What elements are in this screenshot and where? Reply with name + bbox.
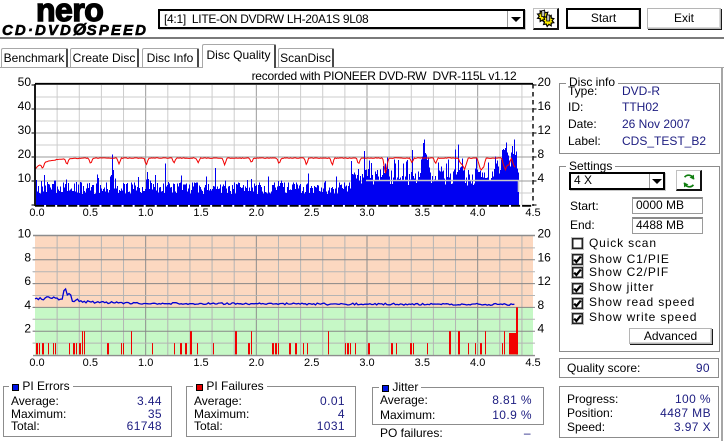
svg-text:1.0: 1.0	[138, 357, 153, 369]
svg-text:2.5: 2.5	[304, 207, 319, 219]
svg-text:20: 20	[538, 75, 552, 89]
svg-text:6: 6	[24, 274, 31, 288]
svg-text:3.0: 3.0	[359, 207, 374, 219]
svg-text:1.5: 1.5	[193, 207, 208, 219]
svg-text:2.0: 2.0	[249, 207, 264, 219]
svg-text:10: 10	[18, 171, 32, 185]
svg-text:1.5: 1.5	[193, 357, 208, 369]
svg-text:8: 8	[24, 250, 31, 264]
svg-text:16: 16	[538, 250, 552, 264]
svg-text:4: 4	[538, 171, 545, 185]
svg-text:20: 20	[538, 227, 552, 241]
svg-text:3.5: 3.5	[415, 357, 430, 369]
svg-text:0.5: 0.5	[83, 357, 98, 369]
svg-text:2.0: 2.0	[249, 357, 264, 369]
svg-text:12: 12	[538, 274, 552, 288]
svg-text:4.0: 4.0	[470, 357, 485, 369]
svg-text:4.5: 4.5	[525, 357, 540, 369]
svg-text:1.0: 1.0	[138, 207, 153, 219]
svg-text:4: 4	[24, 298, 31, 312]
svg-text:0.0: 0.0	[29, 357, 44, 369]
svg-text:4.5: 4.5	[525, 207, 540, 219]
svg-text:3.5: 3.5	[415, 207, 430, 219]
svg-text:30: 30	[18, 123, 32, 137]
svg-text:12: 12	[538, 123, 552, 137]
svg-text:4: 4	[538, 322, 545, 336]
svg-text:4.0: 4.0	[470, 207, 485, 219]
svg-text:8: 8	[538, 147, 545, 161]
svg-text:10: 10	[18, 227, 32, 241]
svg-text:16: 16	[538, 99, 552, 113]
svg-text:2.5: 2.5	[304, 357, 319, 369]
svg-text:2: 2	[24, 322, 31, 336]
svg-text:0.0: 0.0	[29, 207, 44, 219]
svg-text:8: 8	[538, 298, 545, 312]
svg-text:50: 50	[18, 75, 32, 89]
svg-text:0.5: 0.5	[83, 207, 98, 219]
svg-text:3.0: 3.0	[359, 357, 374, 369]
svg-text:40: 40	[18, 99, 32, 113]
svg-text:20: 20	[18, 147, 32, 161]
